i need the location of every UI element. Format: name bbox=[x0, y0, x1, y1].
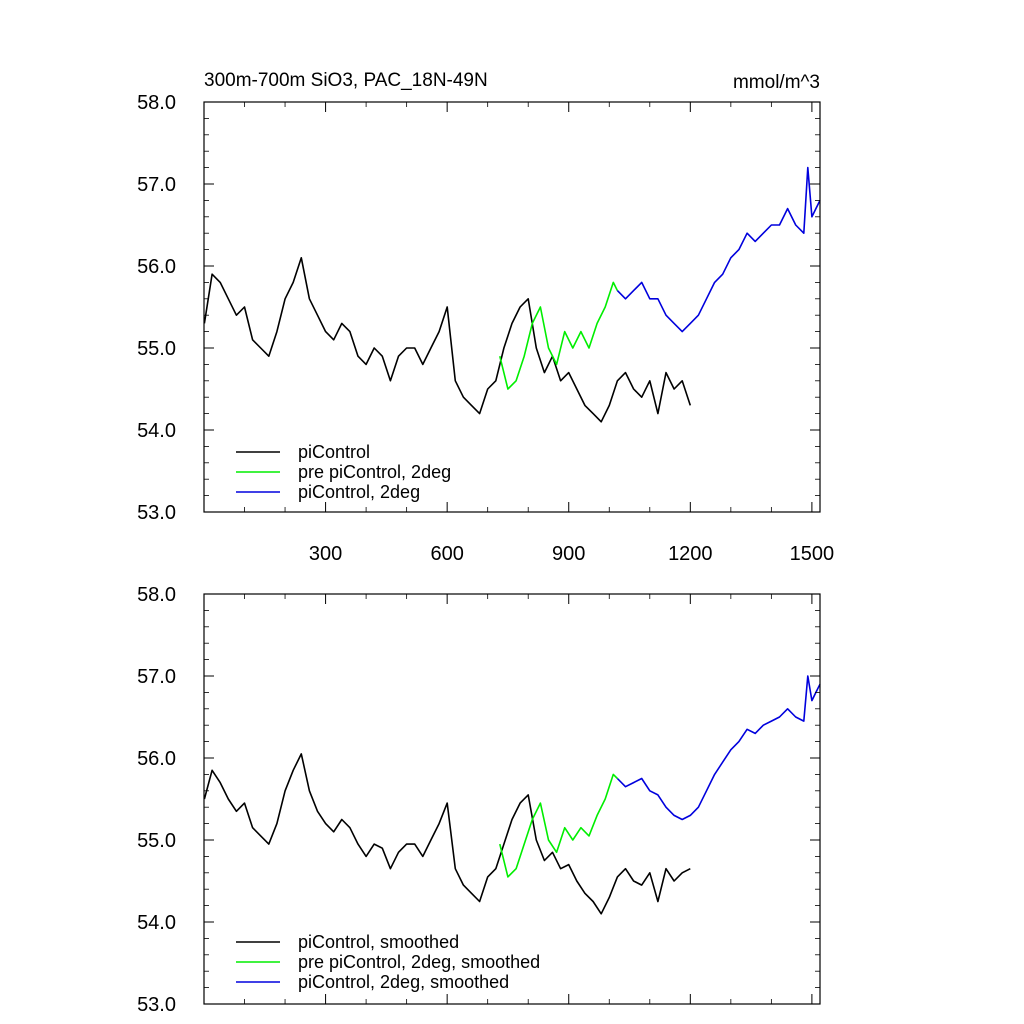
plot-frame bbox=[203, 101, 821, 513]
legend-label-2: pre piControl, 2deg bbox=[298, 462, 451, 482]
legend-label-2: pre piControl, 2deg, smoothed bbox=[298, 952, 540, 972]
y-tick-label: 56.0 bbox=[137, 256, 176, 278]
bottom-chart-panel: 53.0 54.0 55.0 56.0 57.0 58.0 piControl, smoo… bbox=[137, 584, 821, 1016]
y-tick-label: 58.0 bbox=[137, 584, 176, 606]
x-tick-label: 900 bbox=[552, 543, 585, 565]
x-tick-label: 300 bbox=[309, 543, 342, 565]
series-line-top-2 bbox=[499, 281, 619, 390]
series-line-top-1 bbox=[203, 257, 692, 423]
y-tick-label: 54.0 bbox=[137, 420, 176, 442]
plot-frame bbox=[203, 593, 821, 1005]
legend-label-1: piControl bbox=[298, 442, 370, 462]
top-chart-panel: 300m-700m SiO3, PAC_18N-49N mmol/m^3 53.… bbox=[137, 70, 834, 565]
top-axis-layer: 53.0 54.0 55.0 56.0 57.0 58.0 300 600 900 1200 150… bbox=[137, 92, 834, 565]
top-chart-units: mmol/m^3 bbox=[733, 72, 820, 93]
y-tick-label: 53.0 bbox=[137, 994, 176, 1016]
bottom-series-layer bbox=[203, 675, 821, 915]
y-tick-label: 55.0 bbox=[137, 338, 176, 360]
y-tick-label: 56.0 bbox=[137, 748, 176, 770]
series-line-bottom-2 bbox=[499, 773, 618, 878]
y-tick-label: 57.0 bbox=[137, 666, 176, 688]
y-tick-label: 58.0 bbox=[137, 92, 176, 114]
y-tick-label: 55.0 bbox=[137, 830, 176, 852]
series-line-bottom-1 bbox=[203, 753, 691, 915]
y-tick-label: 54.0 bbox=[137, 912, 176, 934]
x-tick-label: 1500 bbox=[790, 543, 835, 565]
x-tick-label: 1200 bbox=[668, 543, 713, 565]
legend-label-3: piControl, 2deg bbox=[298, 482, 420, 502]
legend-label-1: piControl, smoothed bbox=[298, 932, 459, 952]
y-tick-label: 53.0 bbox=[137, 502, 176, 524]
x-tick-label: 600 bbox=[430, 543, 463, 565]
top-chart-title: 300m-700m SiO3, PAC_18N-49N bbox=[204, 70, 488, 91]
top-series-layer bbox=[203, 166, 821, 423]
series-line-bottom-3 bbox=[616, 675, 821, 821]
series-line-top-3 bbox=[616, 166, 821, 333]
y-tick-label: 57.0 bbox=[137, 174, 176, 196]
bottom-axis-layer: 53.0 54.0 55.0 56.0 57.0 58.0 bbox=[137, 584, 821, 1016]
legend-label-3: piControl, 2deg, smoothed bbox=[298, 972, 509, 992]
